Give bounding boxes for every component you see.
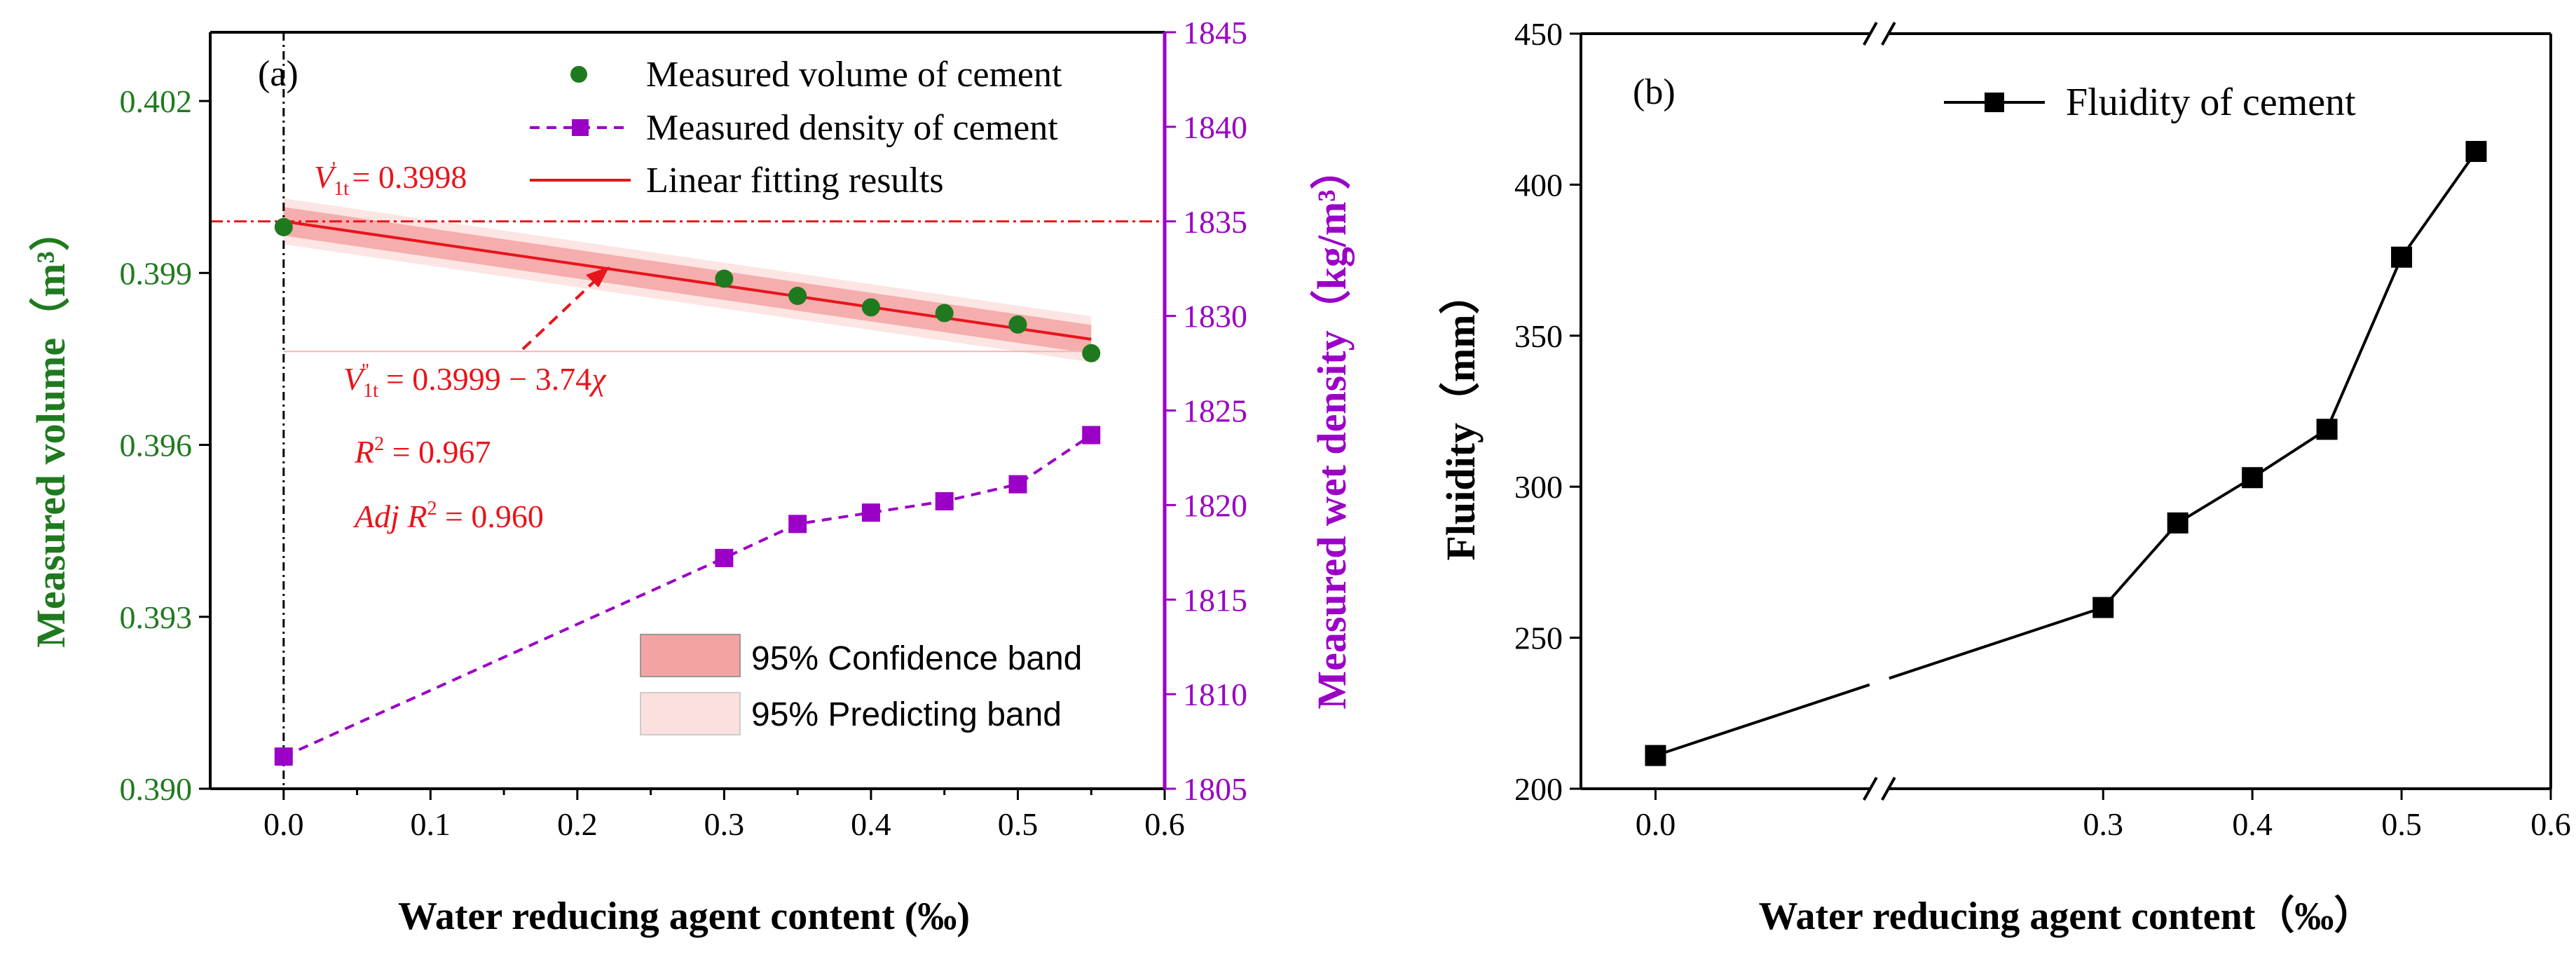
panel-b: 0.0 0.3 0.4 0.5 0.6 200 250 300 350 400 450 (b) Fl…	[1438, 16, 2571, 938]
y-axis-title-right-a: Measured wet density（kg/m³）	[1309, 149, 1355, 709]
y-right-tick-label-a: 1820	[1183, 487, 1247, 523]
y-right-tick-label-a: 1815	[1183, 582, 1247, 618]
y-right-tick-label-a: 1840	[1183, 109, 1247, 145]
fluidity-point	[2391, 246, 2413, 268]
annotation-arrowhead	[586, 266, 610, 287]
x-tick-label-a: 0.4	[851, 806, 891, 842]
ticks-a: 0.0 0.1 0.2 0.3 0.4 0.5 0.6 0.390 0.393 0.396 0.39…	[120, 15, 1248, 842]
legend-marker-density	[572, 119, 589, 136]
x-tick-label-a: 0.3	[704, 806, 745, 842]
legend-label-fluidity: Fluidity of cement	[2066, 81, 2356, 124]
volume-point	[788, 287, 807, 306]
panel-b-label: (b)	[1633, 72, 1676, 112]
y-left-tick-label-a: 0.399	[120, 255, 193, 291]
panel-a: 0.0 0.1 0.2 0.3 0.4 0.5 0.6 0.390 0.393 0.396 0.39…	[28, 15, 1355, 938]
density-point	[274, 747, 293, 766]
fluidity-point	[2316, 419, 2338, 440]
x-axis-title-a: Water reducing agent content (‰)	[398, 895, 970, 938]
fluidity-point	[1645, 745, 1666, 766]
y-tick-label-b: 200	[1514, 771, 1563, 807]
x-axis-title-b: Water reducing agent content（‰）	[1759, 894, 2373, 938]
y-left-tick-label-a: 0.393	[120, 599, 193, 635]
x-tick-label-a: 0.0	[263, 806, 304, 842]
panel-a-label: (a)	[258, 54, 299, 94]
legend-b: Fluidity of cement	[1944, 81, 2356, 124]
legend-label-volume: Measured volume of cement	[646, 55, 1062, 95]
fluidity-point	[2167, 512, 2188, 534]
density-point	[1082, 426, 1101, 444]
y-right-tick-label-a: 1845	[1183, 15, 1247, 50]
fit-line	[283, 219, 1092, 341]
x-tick-label-a: 0.6	[1144, 806, 1185, 842]
volume-point	[1082, 344, 1101, 362]
fluidity-line	[2102, 150, 2478, 609]
fluidity-point	[2242, 467, 2263, 489]
axis-break-mark	[1863, 777, 1878, 801]
x-tick-label-b: 0.0	[1636, 806, 1676, 842]
density-point	[935, 491, 954, 510]
fluidity-line-segment	[1654, 683, 1870, 757]
legend-a-top: Measured volume of cement Measured densi…	[530, 55, 1062, 201]
legend-label-prediction: 95% Predicting band	[751, 696, 1062, 733]
y-right-tick-label-a: 1835	[1183, 204, 1247, 240]
volume-point	[1008, 315, 1027, 334]
ticks-b: 0.0 0.3 0.4 0.5 0.6 200 250 300 350 400 450	[1514, 16, 2571, 842]
legend-swatch-confidence	[640, 634, 741, 677]
density-point	[788, 515, 807, 534]
legend-label-confidence: 95% Confidence band	[751, 640, 1082, 677]
fit-line-group	[283, 219, 1092, 341]
volume-point	[861, 298, 880, 317]
fluidity-line-segment	[1889, 606, 2104, 680]
fluidity-point	[2465, 141, 2487, 163]
fluidity-series	[1645, 141, 2487, 766]
x-tick-label-b: 0.4	[2232, 806, 2273, 842]
y-right-tick-label-a: 1810	[1183, 677, 1247, 712]
x-tick-label-a: 0.5	[998, 806, 1039, 842]
annotation-adj-r2: Adj R2 = 0.960	[352, 498, 544, 534]
legend-label-fit: Linear fitting results	[646, 161, 944, 201]
legend-swatch-prediction	[640, 692, 741, 735]
axis-break-mark	[1863, 22, 1878, 46]
y-axis-title-b: Fluidity（mm）	[1438, 273, 1484, 560]
y-tick-label-b: 400	[1514, 167, 1563, 203]
y-right-tick-label-a: 1830	[1183, 299, 1247, 334]
volume-point	[274, 217, 293, 236]
density-point	[861, 503, 880, 522]
y-tick-label-b: 450	[1514, 16, 1563, 52]
y-tick-label-b: 250	[1514, 620, 1563, 656]
x-tick-label-a: 0.1	[411, 806, 451, 842]
axis-break-mark	[1881, 777, 1896, 801]
legend-a-bands: 95% Confidence band 95% Predicting band	[640, 634, 1082, 735]
y-axis-title-left-a: Measured volume（m³）	[28, 210, 74, 648]
y-tick-label-b: 300	[1514, 469, 1563, 505]
annotations-a: V1t' = 0.3998 V1t" = 0.3999 − 3.74χ R2 =…	[314, 158, 610, 534]
y-left-tick-label-a: 0.390	[120, 771, 193, 807]
y-tick-label-b: 350	[1514, 318, 1563, 354]
axes-b	[1580, 22, 2552, 801]
volume-point	[715, 269, 734, 288]
data-series	[274, 217, 1101, 766]
legend-label-density: Measured density of cement	[646, 108, 1058, 148]
x-tick-label-b: 0.6	[2530, 806, 2571, 842]
density-point	[1008, 475, 1027, 494]
y-left-tick-label-a: 0.396	[120, 428, 193, 463]
y-right-tick-label-a: 1805	[1183, 771, 1247, 807]
annotation-r2: R2 = 0.967	[354, 433, 491, 470]
axis-break-mark	[1881, 22, 1896, 46]
x-tick-label-a: 0.2	[557, 806, 598, 842]
x-tick-label-b: 0.5	[2381, 806, 2422, 842]
fluidity-point	[2092, 597, 2114, 618]
x-tick-label-b: 0.3	[2083, 806, 2123, 842]
annotation-v-prime: V1t' = 0.3998	[314, 158, 467, 200]
annotation-arrow	[521, 273, 603, 351]
annotation-fit-equation: V1t" = 0.3999 − 3.74χ	[343, 360, 607, 402]
density-point	[715, 548, 734, 567]
volume-point	[935, 304, 954, 323]
legend-marker-volume	[570, 66, 587, 83]
y-right-tick-label-a: 1825	[1183, 393, 1247, 429]
reference-lines	[210, 32, 1165, 789]
y-left-tick-label-a: 0.402	[120, 83, 193, 119]
legend-marker-fluidity	[1985, 93, 2004, 112]
